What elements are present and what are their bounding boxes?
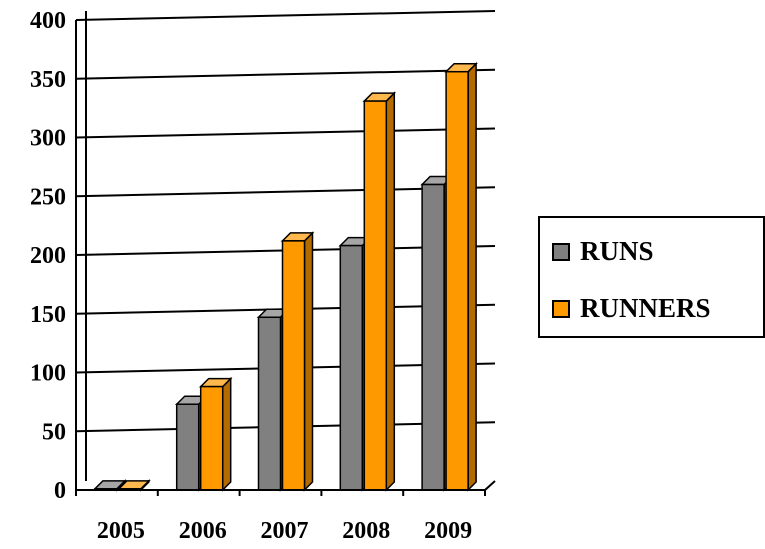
bars (93, 61, 478, 492)
y-tick-label-150: 150 (30, 302, 66, 328)
y-tick-label-300: 300 (30, 126, 66, 152)
bar-runs-2007 (257, 316, 282, 491)
bar-runners-2009-side (467, 61, 477, 492)
gridline-350 (75, 68, 496, 80)
y-tick-label-400: 400 (30, 8, 66, 34)
x-tick-label-2006: 2006 (179, 518, 227, 544)
y-tick-label-250: 250 (30, 184, 66, 210)
legend-item-runners: RUNNERS (552, 293, 711, 324)
x-tick-label-2009: 2009 (424, 518, 472, 544)
bar-runs-2009 (421, 183, 445, 491)
gridline-300 (75, 127, 496, 139)
bar-runs-2006 (175, 403, 200, 491)
bar-runs-2008 (339, 244, 364, 491)
y-tick-label-350: 350 (30, 67, 66, 93)
bar-runners-2008-side (385, 91, 396, 492)
tick-labels: 0 50 100 150 200 250 300 350 400 2005 2006 2007 2008… (30, 8, 472, 544)
x-tick-label-2005: 2005 (97, 518, 145, 544)
y-tick-label-0: 0 (54, 478, 66, 504)
bar-runners-2006 (199, 385, 224, 491)
x-tick-label-2007: 2007 (261, 518, 309, 544)
legend-swatch-runners (552, 299, 570, 318)
legend-label-runs: RUNS (580, 236, 654, 266)
legend-swatch-runs (552, 242, 570, 261)
bar-runners-2008 (363, 100, 388, 491)
bar-runners-2006-side (221, 376, 232, 492)
gridline-400 (75, 10, 496, 21)
y-tick-label-100: 100 (30, 361, 66, 387)
bar-runners-2007 (281, 240, 306, 491)
bar-runners-2009 (445, 70, 469, 491)
bar-runners-2007-side (303, 231, 314, 492)
legend: RUNS RUNNERS (538, 216, 765, 338)
x-tick-label-2008: 2008 (342, 518, 390, 544)
legend-item-runs: RUNS (552, 236, 654, 267)
x-axis-depth (484, 480, 496, 491)
legend-label-runners: RUNNERS (580, 293, 711, 323)
y-tick-label-200: 200 (30, 243, 66, 269)
y-tick-label-50: 50 (42, 419, 66, 445)
axes (75, 11, 496, 496)
